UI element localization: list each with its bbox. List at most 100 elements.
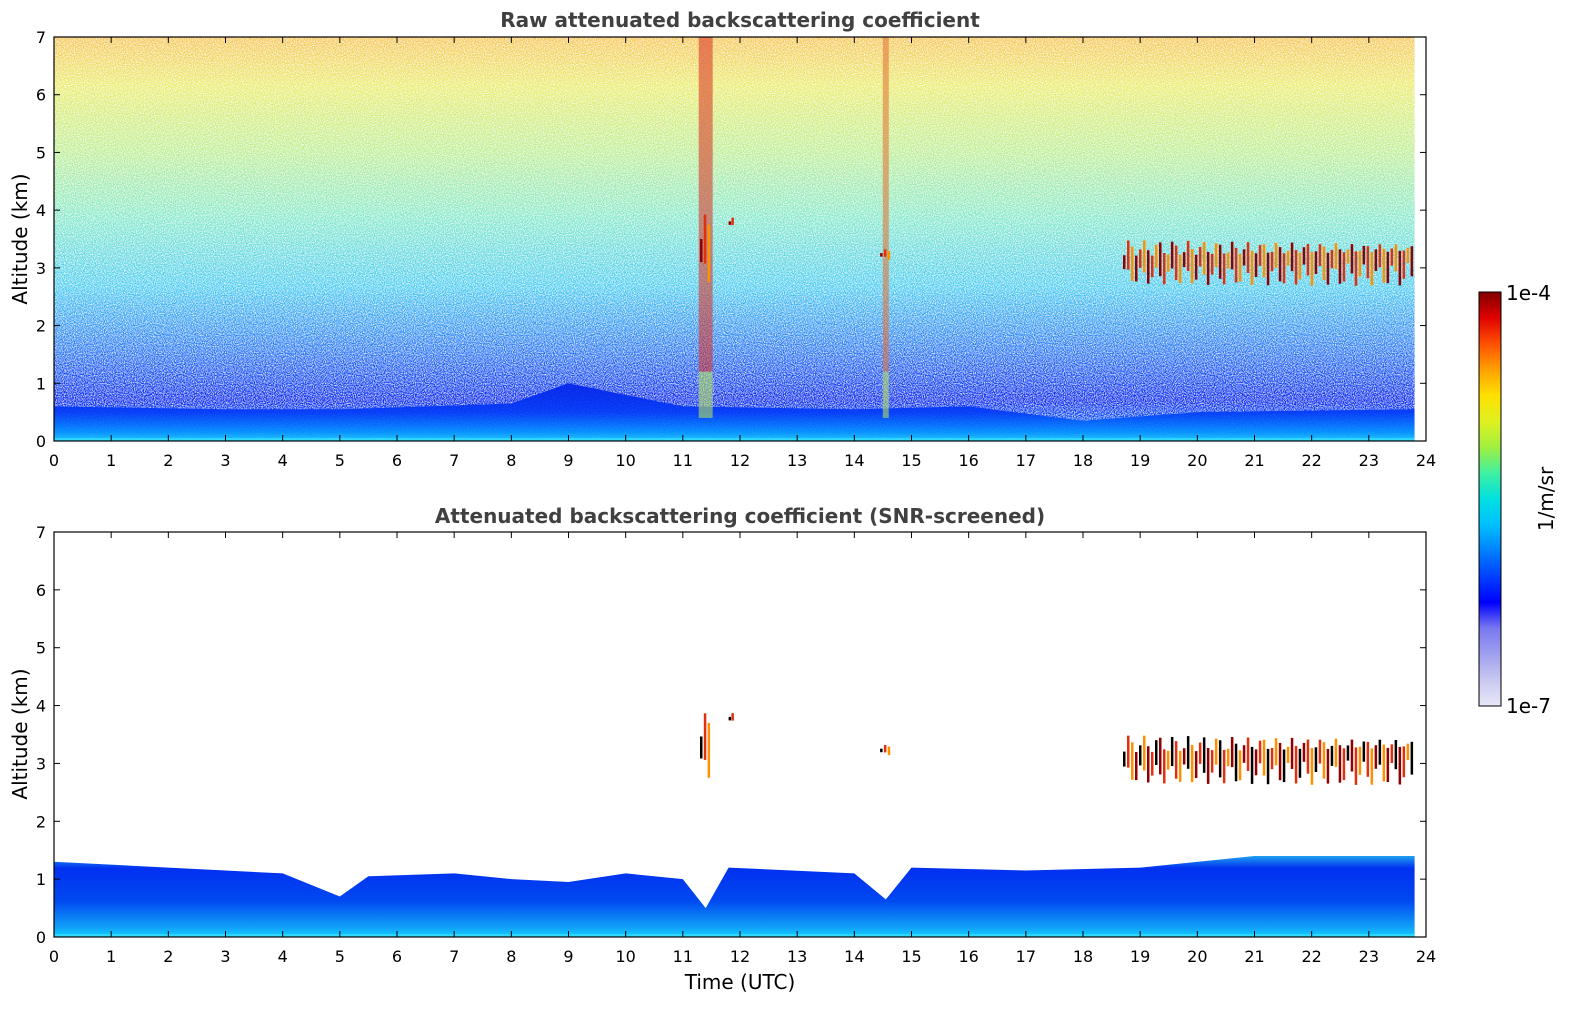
screened-cloud-mark: [1382, 744, 1386, 782]
screened-cloud-mark: [1310, 748, 1314, 785]
raw-cloud-mark: [1278, 247, 1282, 282]
raw-y-tick-label: 2: [36, 317, 46, 336]
screened-cloud-mark: [1274, 738, 1278, 766]
screened-cloud-mark: [1258, 740, 1262, 764]
raw-cloud-mark: [1390, 248, 1394, 266]
screened-y-tick-label: 5: [36, 639, 46, 658]
raw-cloud-mark: [1366, 246, 1370, 279]
raw-cloud-mark: [1202, 242, 1206, 275]
raw-noisy-column: [882, 37, 889, 372]
raw-x-tick-label: 20: [1187, 451, 1207, 470]
screened-cloud-mark: [1210, 750, 1214, 773]
screened-cloud-mark: [1282, 749, 1286, 783]
raw-cloud-mark: [1250, 250, 1254, 285]
screened-y-tick-label: 0: [36, 928, 46, 947]
raw-cloud-mark: [1163, 253, 1166, 285]
raw-x-tick-label: 15: [901, 451, 921, 470]
screened-cloud-mark: [1242, 745, 1246, 763]
raw-cloud-mark: [1334, 243, 1338, 270]
raw-cloud-mark: [1322, 246, 1326, 281]
screened-cloud-mark: [728, 716, 732, 721]
raw-cloud-mark: [1290, 242, 1294, 272]
raw-cloud-mark: [1342, 252, 1346, 282]
raw-cloud-mark: [1230, 241, 1234, 270]
raw-cloud-mark: [1198, 246, 1202, 267]
raw-x-tick-label: 2: [163, 451, 173, 470]
screened-cloud-mark: [1163, 749, 1166, 784]
raw-x-tick-label: 4: [278, 451, 288, 470]
raw-cloud-mark: [1166, 254, 1170, 272]
screened-cloud-mark: [883, 745, 887, 753]
screened-y-tick-label: 7: [36, 523, 46, 542]
screened-cloud-mark: [1123, 751, 1126, 767]
screened-cloud-mark: [1198, 742, 1202, 764]
raw-cloud-mark: [887, 251, 891, 260]
raw-cloud-mark: [1262, 244, 1266, 278]
raw-x-ticks: 0 1 2 3 4 5 6 7 8 9 10 11 12 13 14 15 16 17 18 19 20 21 22 23 24: [49, 37, 1436, 470]
screened-cloud-mark: [1354, 747, 1358, 785]
screened-cloud-mark: [1262, 739, 1266, 776]
raw-x-tick-label: 18: [1073, 451, 1093, 470]
screened-x-tick-label: 23: [1359, 947, 1379, 966]
raw-x-tick-label: 8: [506, 451, 516, 470]
screened-x-tick-label: 22: [1301, 947, 1321, 966]
raw-x-tick-label: 7: [449, 451, 459, 470]
screened-cloud-mark: [1151, 751, 1154, 776]
raw-cloud-mark: [1147, 250, 1150, 284]
screened-cloud-mark: [887, 746, 891, 756]
screened-cloud-mark: [1190, 744, 1194, 783]
raw-y-tick-label: 5: [36, 143, 46, 162]
screened-x-tick-label: 4: [278, 947, 288, 966]
screened-cloud-mark: [1246, 737, 1250, 771]
screened-x-tick-label: 24: [1416, 947, 1436, 966]
raw-noisy-column-lower: [698, 371, 713, 418]
screened-cloud-mark: [1170, 737, 1174, 767]
screened-cloud-mark: [1254, 749, 1258, 776]
screened-cloud-mark: [1390, 744, 1394, 763]
screened-y-ticks: 0 1 2 3 4 5 6 7: [36, 523, 1426, 947]
raw-cloud-mark: [1254, 253, 1258, 277]
screened-cloud-mark: [1398, 746, 1402, 785]
raw-no-data-area: [1414, 37, 1426, 441]
raw-x-tick-label: 3: [220, 451, 230, 470]
screened-x-tick-label: 5: [335, 947, 345, 966]
screened-cloud-mark: [1294, 745, 1298, 784]
raw-cloud-mark: [1246, 242, 1250, 273]
screened-cloud-mark: [731, 713, 734, 721]
raw-x-tick-label: 23: [1359, 451, 1379, 470]
screened-x-tick-label: 16: [958, 947, 978, 966]
screened-cloud-mark: [1266, 748, 1270, 785]
raw-cloud-mark: [1410, 246, 1414, 277]
raw-cloud-mark: [1382, 248, 1386, 283]
screened-cloud-mark: [1326, 748, 1330, 784]
raw-surface-layer: [54, 438, 1415, 441]
screened-cloud-mark: [1166, 750, 1170, 770]
raw-cloud-mark: [1214, 243, 1218, 268]
screened-cloud-mark: [1226, 748, 1230, 767]
raw-cloud-mark: [1178, 254, 1182, 284]
screened-cloud-mark: [1322, 742, 1326, 779]
raw-cloud-mark: [1190, 249, 1194, 284]
raw-x-tick-label: 11: [673, 451, 693, 470]
raw-y-tick-label: 0: [36, 432, 46, 451]
raw-cloud-mark: [1406, 247, 1410, 263]
screened-y-tick-label: 3: [36, 754, 46, 773]
colorbar-bar: [1478, 291, 1502, 707]
screened-cloud-mark: [1362, 741, 1366, 762]
colorbar-min-label: 1e-7: [1506, 694, 1551, 718]
screened-cloud-mark: [1378, 739, 1382, 765]
raw-cloud-mark: [1402, 250, 1406, 279]
screened-cloud-mark: [880, 748, 883, 753]
raw-cloud-mark: [1362, 245, 1366, 265]
screened-cloud-mark: [1350, 739, 1354, 772]
raw-cloud-mark: [1159, 242, 1162, 277]
raw-noisy-column: [698, 37, 713, 372]
screened-y-axis-label: Altitude (km): [8, 668, 32, 799]
screened-x-tick-label: 6: [392, 947, 402, 966]
screened-x-tick-label: 12: [730, 947, 750, 966]
colorbar: 1e-4 1e-7 1/m/sr: [1478, 281, 1558, 718]
screened-cloud-mark: [1143, 735, 1146, 771]
raw-cloud-mark: [1330, 250, 1334, 269]
raw-cloud-mark: [1374, 249, 1378, 271]
screened-cloud-mark: [1314, 747, 1318, 772]
